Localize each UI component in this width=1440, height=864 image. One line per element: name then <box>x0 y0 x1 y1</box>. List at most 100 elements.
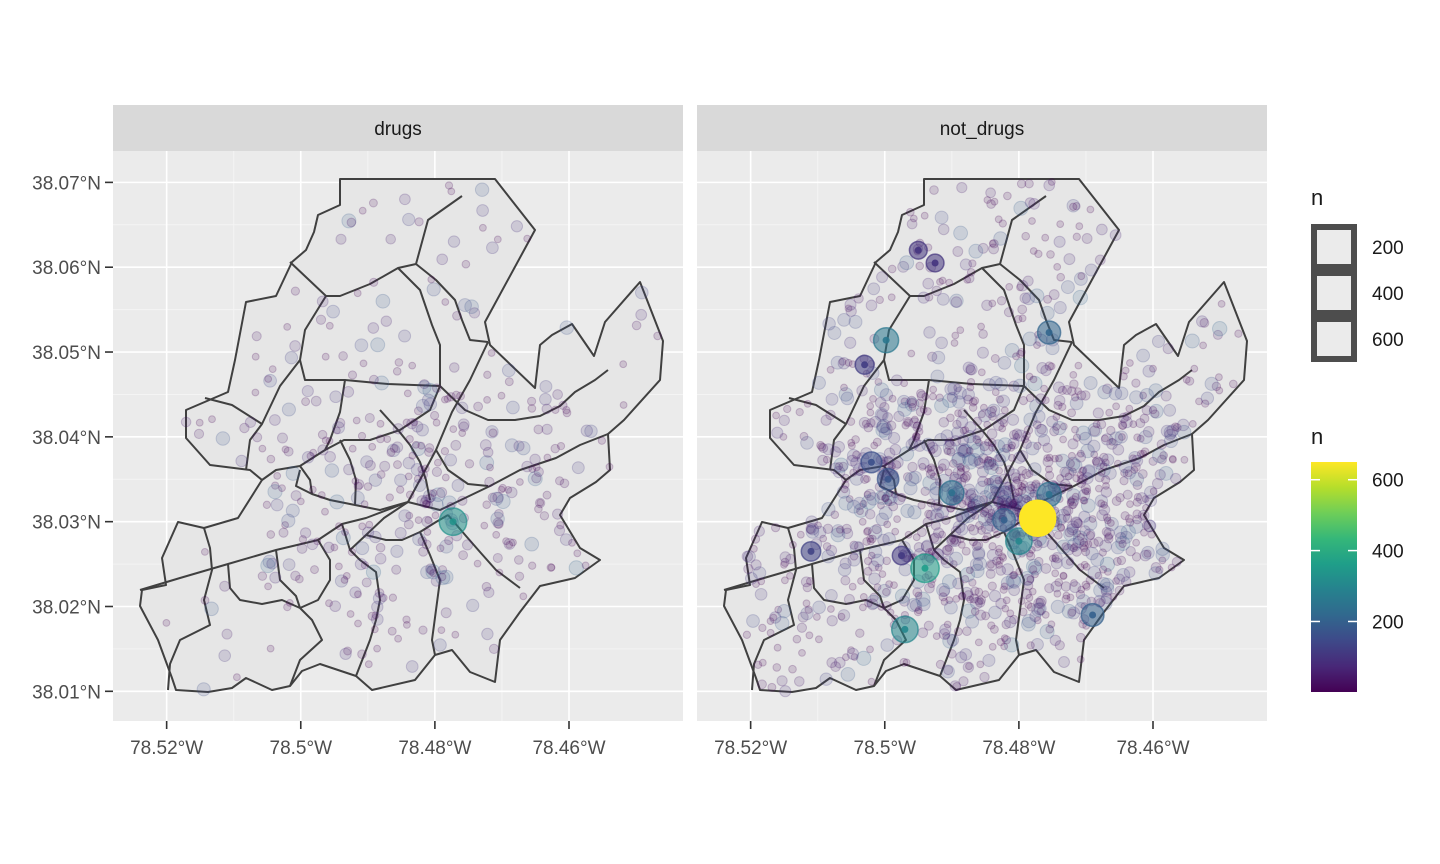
incident-point <box>970 597 983 610</box>
incident-point <box>1059 435 1068 444</box>
incident-point <box>1042 442 1053 453</box>
neighborhood-map-drugs <box>139 178 664 693</box>
incident-point <box>964 487 979 503</box>
incident-point <box>928 392 937 401</box>
incident-point <box>341 528 349 537</box>
incident-point <box>933 501 942 511</box>
incident-point <box>1071 425 1079 434</box>
incident-point <box>364 459 376 471</box>
incident-point <box>812 600 826 615</box>
incident-point <box>368 473 383 487</box>
incident-point <box>1022 494 1031 504</box>
incident-point <box>1142 364 1156 378</box>
incident-point <box>341 213 357 229</box>
incident-point <box>419 496 432 509</box>
incident-point <box>1029 288 1045 304</box>
incident-point <box>1112 443 1125 456</box>
incident-point <box>559 478 570 489</box>
incident-point <box>826 365 835 374</box>
incident-point <box>965 489 977 500</box>
incident-point <box>323 541 335 554</box>
incident-point <box>1009 498 1018 507</box>
incident-point <box>371 600 384 614</box>
incident-point <box>1056 523 1065 532</box>
incident-point <box>920 539 935 553</box>
incident-point <box>1103 516 1112 525</box>
incident-point <box>1031 602 1046 617</box>
incident-point <box>994 548 1003 557</box>
incident-point <box>1012 494 1026 508</box>
incident-point <box>1092 457 1106 470</box>
incident-point <box>1024 197 1036 208</box>
incident-point <box>1138 430 1153 445</box>
incident-point <box>1118 459 1133 474</box>
incident-point <box>995 395 1004 404</box>
incident-point <box>813 525 827 539</box>
incident-point <box>543 453 552 462</box>
incident-point <box>369 277 379 287</box>
incident-point <box>200 595 210 605</box>
incident-point <box>1058 402 1067 412</box>
incident-point <box>444 181 454 190</box>
incident-point <box>957 592 967 601</box>
incident-point <box>342 386 355 398</box>
incident-point <box>1013 451 1026 464</box>
incident-point <box>938 530 947 539</box>
incident-point <box>963 430 977 444</box>
incident-point <box>1199 341 1208 350</box>
incident-point <box>1104 532 1113 541</box>
incident-point <box>221 628 233 640</box>
incident-point <box>550 443 560 454</box>
incident-point <box>846 454 859 467</box>
incident-point <box>449 362 460 373</box>
incident-point <box>1164 428 1177 441</box>
incident-point <box>930 369 945 384</box>
incident-point <box>806 522 820 536</box>
incident-point <box>483 586 495 599</box>
incident-point <box>1057 385 1068 395</box>
incident-point <box>949 435 962 447</box>
incident-point <box>420 565 435 580</box>
incident-point <box>1042 456 1054 468</box>
incident-point <box>1147 529 1157 539</box>
incident-point <box>963 275 972 284</box>
incident-point <box>958 591 967 600</box>
incident-point <box>754 587 768 601</box>
incident-point <box>1064 527 1075 538</box>
incident-point <box>979 495 989 505</box>
incident-point <box>1000 406 1009 415</box>
incident-point <box>405 434 414 444</box>
incident-point <box>1046 538 1059 551</box>
neighborhood-border <box>167 527 213 691</box>
incident-point <box>994 377 1009 392</box>
incident-point <box>1104 516 1119 532</box>
incident-point <box>961 426 970 435</box>
incident-point <box>788 540 797 549</box>
incident-point <box>321 436 330 445</box>
incident-point <box>874 407 889 422</box>
incident-point <box>509 538 517 547</box>
incident-point <box>995 565 1007 576</box>
incident-point <box>794 676 805 687</box>
incident-point <box>968 578 977 587</box>
incident-point <box>817 442 827 452</box>
incident-point <box>987 438 997 448</box>
incident-point <box>800 606 814 621</box>
incident-point <box>1050 599 1065 615</box>
incident-point <box>1078 510 1091 523</box>
neighborhood-border <box>751 527 797 691</box>
incident-point <box>1125 359 1134 367</box>
incident-point <box>414 217 424 227</box>
neighborhood-border <box>245 295 327 471</box>
incident-point <box>884 498 893 507</box>
neighborhood-border <box>227 563 323 687</box>
incident-point <box>1015 501 1024 510</box>
incident-point <box>988 589 1002 603</box>
neighborhood-border <box>723 501 993 591</box>
incident-point <box>911 431 921 441</box>
incident-point <box>1026 602 1036 612</box>
incident-point <box>949 471 960 482</box>
incident-point <box>1050 580 1063 593</box>
incident-point <box>1076 390 1087 401</box>
incident-point <box>1148 383 1164 398</box>
